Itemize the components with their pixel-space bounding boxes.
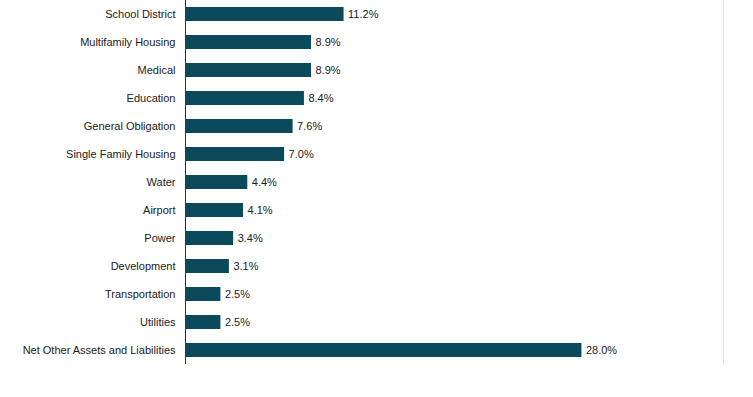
svg-text:11.2%: 11.2% xyxy=(348,8,379,20)
svg-text:7.0%: 7.0% xyxy=(289,148,314,160)
svg-text:2.5%: 2.5% xyxy=(225,316,250,328)
svg-text:Single Family Housing: Single Family Housing xyxy=(66,148,175,160)
svg-text:7.6%: 7.6% xyxy=(297,120,322,132)
svg-text:Water: Water xyxy=(147,176,176,188)
svg-text:Utilities: Utilities xyxy=(140,316,176,328)
svg-text:4.1%: 4.1% xyxy=(248,204,273,216)
svg-text:School District: School District xyxy=(105,8,175,20)
svg-text:Development: Development xyxy=(111,260,176,272)
svg-text:Net Other Assets and Liabiliti: Net Other Assets and Liabilities xyxy=(23,344,176,356)
svg-text:8.4%: 8.4% xyxy=(308,92,333,104)
svg-text:4.4%: 4.4% xyxy=(252,176,277,188)
svg-text:28.0%: 28.0% xyxy=(586,344,617,356)
svg-text:Transportation: Transportation xyxy=(105,288,176,300)
svg-text:3.1%: 3.1% xyxy=(233,260,258,272)
svg-text:Power: Power xyxy=(144,232,176,244)
svg-text:Multifamily Housing: Multifamily Housing xyxy=(80,36,175,48)
svg-text:General Obligation: General Obligation xyxy=(84,120,176,132)
svg-text:2.5%: 2.5% xyxy=(225,288,250,300)
svg-text:Airport: Airport xyxy=(143,204,175,216)
svg-text:8.9%: 8.9% xyxy=(316,64,341,76)
svg-text:8.9%: 8.9% xyxy=(316,36,341,48)
svg-text:3.4%: 3.4% xyxy=(238,232,263,244)
svg-text:Education: Education xyxy=(127,92,176,104)
svg-text:Medical: Medical xyxy=(138,64,176,76)
